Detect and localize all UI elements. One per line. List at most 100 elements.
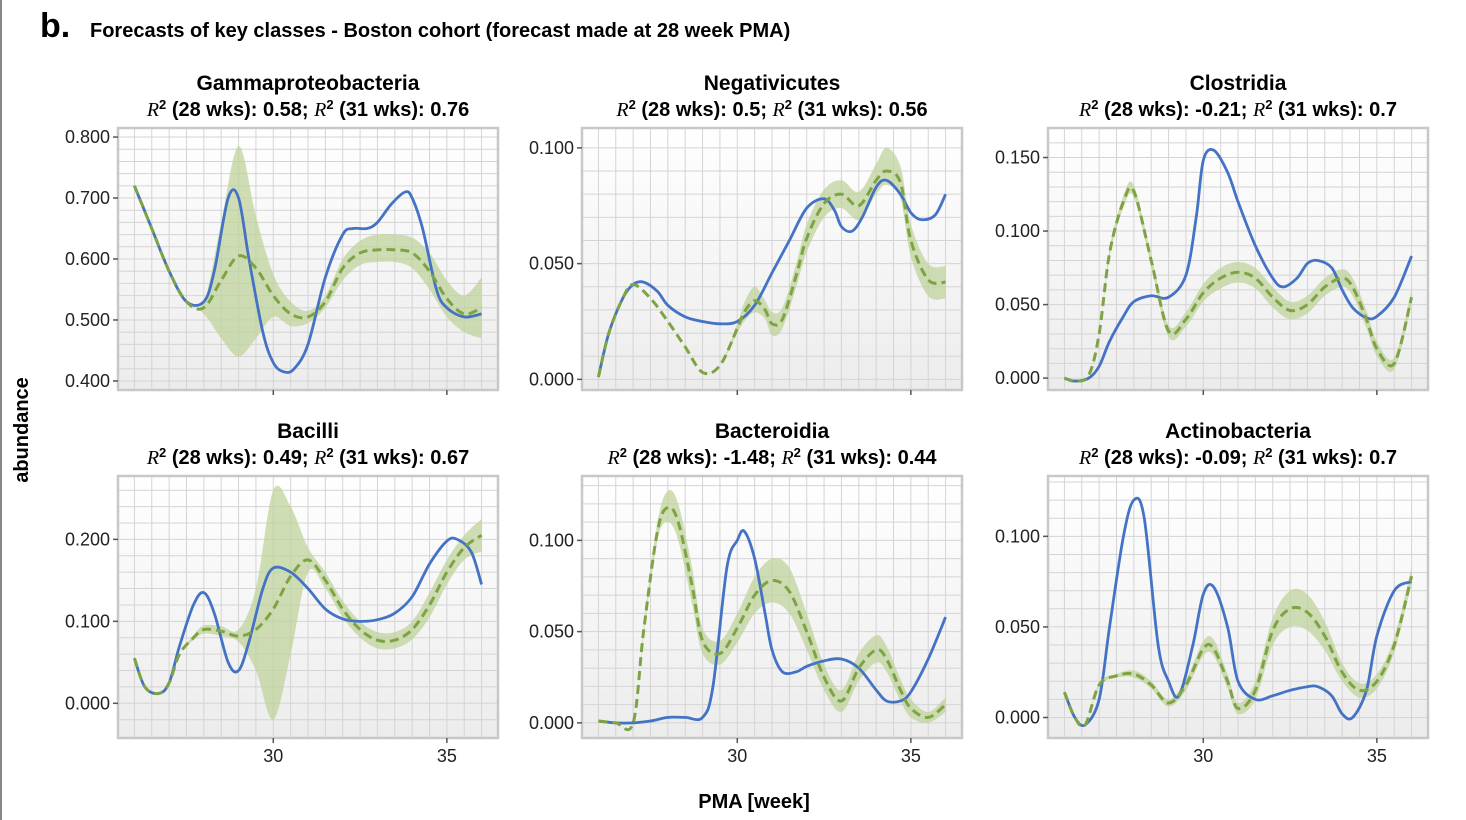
y-tick-label: 0.150 (995, 148, 1040, 168)
y-tick-label: 0.050 (529, 622, 574, 642)
r2-superscript: 2 (620, 445, 627, 460)
plot-frame (116, 474, 500, 740)
y-tick-label: 0.400 (65, 371, 110, 391)
x-tick-label: 35 (1367, 746, 1387, 766)
r2-symbol: R (780, 447, 793, 469)
plot-frame (1046, 474, 1430, 740)
y-tick-label: 0.000 (995, 708, 1040, 728)
r2-28wk-text: (28 wks): 0.5; (636, 99, 773, 121)
subplot-title: Actinobacteria (1165, 420, 1311, 443)
subplot-title: Gammaproteobacteria (197, 72, 420, 95)
y-tick-label: 0.600 (65, 249, 110, 269)
y-tick-label: 0.050 (995, 295, 1040, 315)
plot-frame (580, 474, 964, 740)
observed-series-line (1063, 148, 1413, 383)
r2-31wk-text: (31 wks): 0.56 (792, 99, 928, 121)
y-tick-label: 0.100 (529, 138, 574, 158)
y-tick-label: 0.100 (65, 611, 110, 631)
panel-letter: b. (40, 7, 70, 45)
y-tick-label: 0.100 (995, 526, 1040, 546)
r2-31wk-text: (31 wks): 0.67 (334, 447, 470, 469)
forecast-series-line (596, 169, 946, 378)
r2-superscript: 2 (326, 445, 333, 460)
r2-superscript: 2 (159, 97, 166, 112)
r2-symbol: R (313, 99, 326, 121)
x-tick-label: 35 (437, 746, 457, 766)
y-tick-label: 0.000 (529, 369, 574, 389)
r2-superscript: 2 (794, 445, 801, 460)
observed-series-line (1063, 496, 1413, 728)
forecast-series-line (598, 505, 947, 732)
y-tick-label: 0.500 (65, 310, 110, 330)
plot-frame (1046, 126, 1430, 392)
observed-series-line (133, 536, 483, 696)
forecast-confidence-band (134, 146, 482, 357)
subplot-title: Bacteroidia (715, 420, 830, 443)
r2-symbol: R (1078, 99, 1091, 121)
r2-28wk-text: (28 wks): 0.58; (166, 99, 314, 121)
observed-series-line (597, 178, 947, 378)
r2-symbol: R (146, 99, 159, 121)
plot-frame (580, 126, 964, 392)
x-tick-label: 30 (263, 746, 283, 766)
r2-superscript: 2 (1091, 97, 1098, 112)
r2-31wk-text: (31 wks): 0.44 (801, 447, 938, 469)
x-tick-label: 35 (901, 746, 921, 766)
subplot-title: Negativicutes (704, 72, 841, 95)
r2-superscript: 2 (1265, 445, 1272, 460)
y-tick-label: 0.700 (65, 188, 110, 208)
r2-28wk-text: (28 wks): -0.09; (1098, 447, 1253, 469)
r2-28wk-text: (28 wks): 0.49; (166, 447, 314, 469)
forecast-series-line (1063, 185, 1414, 383)
y-tick-label: 0.000 (529, 713, 574, 733)
r2-symbol: R (313, 447, 326, 469)
r2-superscript: 2 (785, 97, 792, 112)
observed-series-line (133, 185, 482, 374)
subplot-r2-line: R2 (28 wks): -0.21; R2 (31 wks): 0.7 (1078, 97, 1397, 122)
y-tick-label: 0.100 (529, 530, 574, 550)
y-tick-label: 0.050 (529, 254, 574, 274)
r2-symbol: R (1252, 99, 1265, 121)
y-tick-label: 0.200 (65, 529, 110, 549)
subplot-r2-line: R2 (28 wks): 0.49; R2 (31 wks): 0.67 (146, 445, 469, 470)
r2-superscript: 2 (629, 97, 636, 112)
observed-series-line (598, 529, 947, 725)
y-tick-label: 0.100 (995, 221, 1040, 241)
y-tick-label: 0.000 (65, 693, 110, 713)
subplot-title: Clostridia (1190, 72, 1287, 95)
gridlines (118, 128, 498, 390)
r2-31wk-text: (31 wks): 0.7 (1272, 99, 1397, 121)
r2-superscript: 2 (159, 445, 166, 460)
r2-symbol: R (146, 447, 159, 469)
forecast-series-line (133, 185, 483, 320)
x-tick-label: 30 (1193, 746, 1213, 766)
y-axis-label: abundance (11, 377, 33, 483)
r2-28wk-text: (28 wks): -0.21; (1098, 99, 1253, 121)
subplot-title: Bacilli (277, 420, 339, 443)
r2-31wk-text: (31 wks): 0.76 (334, 99, 470, 121)
r2-symbol: R (606, 447, 619, 469)
subplot-r2-line: R2 (28 wks): 0.5; R2 (31 wks): 0.56 (615, 97, 927, 122)
x-tick-label: 30 (727, 746, 747, 766)
forecast-confidence-band (1064, 181, 1412, 382)
r2-symbol: R (1252, 447, 1265, 469)
subplot-r2-line: R2 (28 wks): -1.48; R2 (31 wks): 0.44 (606, 445, 937, 470)
x-axis-label: PMA [week] (698, 791, 810, 813)
forecast-series-line (133, 534, 483, 696)
subplot-r2-line: R2 (28 wks): -0.09; R2 (31 wks): 0.7 (1078, 445, 1397, 470)
y-tick-label: 0.000 (995, 368, 1040, 388)
figure-title: Forecasts of key classes - Boston cohort… (90, 20, 790, 42)
subplot-r2-line: R2 (28 wks): 0.58; R2 (31 wks): 0.76 (146, 97, 469, 122)
forecast-series-line (1063, 575, 1414, 729)
r2-31wk-text: (31 wks): 0.7 (1272, 447, 1397, 469)
r2-superscript: 2 (326, 97, 333, 112)
r2-symbol: R (772, 99, 785, 121)
y-tick-label: 0.800 (65, 127, 110, 147)
